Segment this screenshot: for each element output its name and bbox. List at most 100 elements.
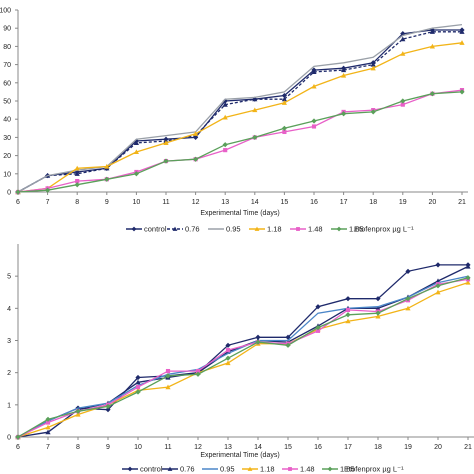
legend-label: 0.95 [220,465,235,474]
legend-item: 0.76 [167,225,200,234]
x-tick-label: 6 [16,199,20,206]
x-tick-label: 6 [16,444,20,451]
data-point [400,102,405,107]
data-point [133,149,139,155]
x-tick-label: 19 [404,444,412,451]
x-axis-label: Experimental Time (days) [200,452,279,459]
data-point [222,114,228,120]
data-point [252,107,258,113]
data-point [135,389,141,395]
y-tick-label: 80 [3,44,11,51]
data-point [341,67,347,73]
legend-item: 1.18 [249,225,282,234]
data-point [341,72,347,78]
data-point [465,280,471,285]
y-tick-label: 10 [3,171,11,178]
legend-item: 1.48 [282,465,315,474]
x-tick-label: 10 [133,199,141,206]
legend-item: 1.48 [290,225,323,234]
x-tick-label: 7 [46,199,50,206]
data-point [75,179,80,184]
data-point [281,125,287,131]
data-point [222,102,228,107]
y-tick-label: 3 [7,338,11,345]
x-tick-label: 16 [314,444,322,451]
x-tick-label: 7 [46,444,50,451]
legend-marker [127,466,133,472]
data-point [104,176,110,182]
series-line [17,281,469,438]
x-tick-label: 10 [134,444,142,451]
legend-label: control [140,465,163,474]
data-point [45,187,51,193]
data-point [435,289,441,295]
data-point [135,385,141,390]
x-tick-label: 13 [221,199,229,206]
data-point [400,98,406,104]
legend-item: 0.95 [202,465,235,474]
data-point [135,379,141,385]
data-point [225,360,231,366]
data-point [195,371,201,377]
data-point [315,328,321,333]
data-point [400,36,406,42]
data-point [74,171,80,176]
legend-label: 0.95 [226,225,241,234]
legend-marker [254,226,260,231]
y-tick-label: 4 [7,306,11,313]
x-tick-label: 8 [75,199,79,206]
data-point [282,129,287,135]
data-point [345,296,351,302]
y-tick-label: 50 [3,99,11,106]
data-point [375,310,381,316]
legend-marker [288,467,292,471]
x-tick-label: 9 [106,444,110,451]
series-0.95 [17,23,463,193]
data-point [435,283,441,289]
data-point [370,65,376,71]
data-point [345,318,351,324]
legend-marker [167,466,173,471]
series-line [17,29,462,193]
x-tick-label: 13 [224,444,232,451]
data-point [223,148,228,153]
x-tick-label: 21 [458,199,466,206]
data-point [104,163,110,169]
data-point [429,29,435,34]
data-point [435,262,441,268]
x-axis-label: Experimental Time (days) [200,210,279,217]
data-point [311,118,317,124]
data-point [405,268,411,274]
x-tick-label: 21 [464,444,472,451]
legend-label: 1.18 [267,225,282,234]
y-tick-label: 60 [3,80,11,87]
x-tick-label: 18 [374,444,382,451]
data-point [281,96,287,102]
legend-label: 1.85 [349,225,364,234]
legend-label: 1.48 [308,225,323,234]
legend-label: 0.76 [185,225,200,234]
x-tick-label: 17 [340,199,348,206]
series-line [17,277,469,438]
data-point [311,124,317,129]
data-point [285,342,291,348]
legend-marker [247,466,253,471]
x-tick-label: 16 [310,199,318,206]
legend-marker [336,226,342,232]
legend-title: Etofenprox µg L⁻¹ [344,465,404,474]
data-point [405,305,411,311]
y-tick-label: 0 [7,190,11,197]
data-point [465,275,471,281]
x-tick-label: 15 [284,444,292,451]
legend-label: control [144,225,167,234]
data-point [315,304,321,310]
series-line [17,31,462,193]
data-point [311,83,317,89]
legend-marker [131,226,137,232]
y-tick-label: 1 [7,402,11,409]
series-1.85 [15,275,471,440]
x-tick-label: 9 [105,199,109,206]
data-point [281,100,287,105]
